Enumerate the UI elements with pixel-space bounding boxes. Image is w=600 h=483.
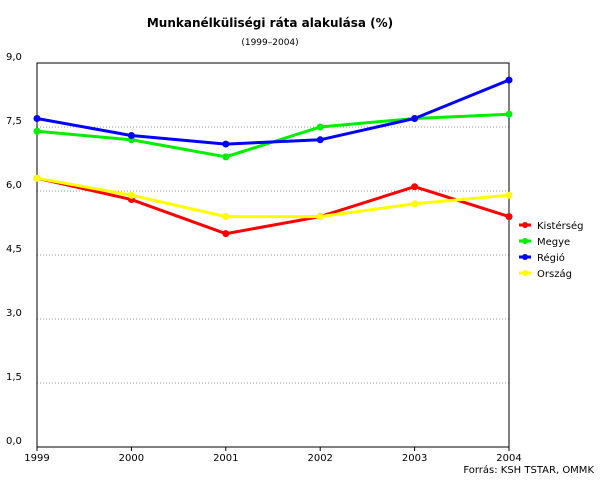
point <box>411 114 419 122</box>
point <box>222 140 230 148</box>
y-tick-label: 0,0 <box>6 436 22 447</box>
legend-label: Ország <box>537 268 572 280</box>
point <box>222 213 230 221</box>
x-tick-label: 2002 <box>307 453 332 464</box>
y-tick-label: 3,0 <box>6 308 22 319</box>
point <box>33 114 41 122</box>
y-tick-label: 9,0 <box>6 52 22 63</box>
point <box>316 213 324 221</box>
point <box>505 110 513 118</box>
point <box>33 127 41 135</box>
point <box>222 153 230 161</box>
point <box>505 76 513 84</box>
legend-dot <box>522 238 528 244</box>
x-tick-label: 2003 <box>402 453 427 464</box>
point <box>127 132 135 140</box>
point <box>411 183 419 191</box>
point <box>127 191 135 199</box>
legend-dot <box>522 270 528 276</box>
point <box>316 136 324 144</box>
y-tick-label: 7,5 <box>6 116 22 127</box>
point <box>505 191 513 199</box>
legend-dot <box>522 222 528 228</box>
source-note: Forrás: KSH TSTAR, OMMK <box>463 464 594 476</box>
x-tick-label: 1999 <box>24 453 49 464</box>
x-tick-label: 2004 <box>496 453 521 464</box>
legend-label: Megye <box>537 237 570 248</box>
chart-title: Munkanélküliségi ráta alakulása (%) <box>147 16 393 30</box>
point <box>222 230 230 238</box>
y-tick-label: 1,5 <box>6 372 22 383</box>
legend-label: Kistérség <box>537 220 583 232</box>
point <box>33 174 41 182</box>
y-tick-label: 6,0 <box>6 180 22 191</box>
series-line <box>36 176 510 236</box>
x-tick-label: 2000 <box>119 453 144 464</box>
point <box>411 200 419 208</box>
series-line <box>36 176 510 219</box>
chart-subtitle: (1999–2004) <box>241 38 298 48</box>
legend-dot <box>522 254 528 260</box>
y-tick-label: 4,5 <box>6 244 22 255</box>
point <box>505 213 513 221</box>
series-line <box>36 78 510 146</box>
x-tick-label: 2001 <box>213 453 238 464</box>
point <box>316 123 324 131</box>
plot-frame <box>36 62 510 448</box>
legend-label: Régió <box>537 252 565 264</box>
